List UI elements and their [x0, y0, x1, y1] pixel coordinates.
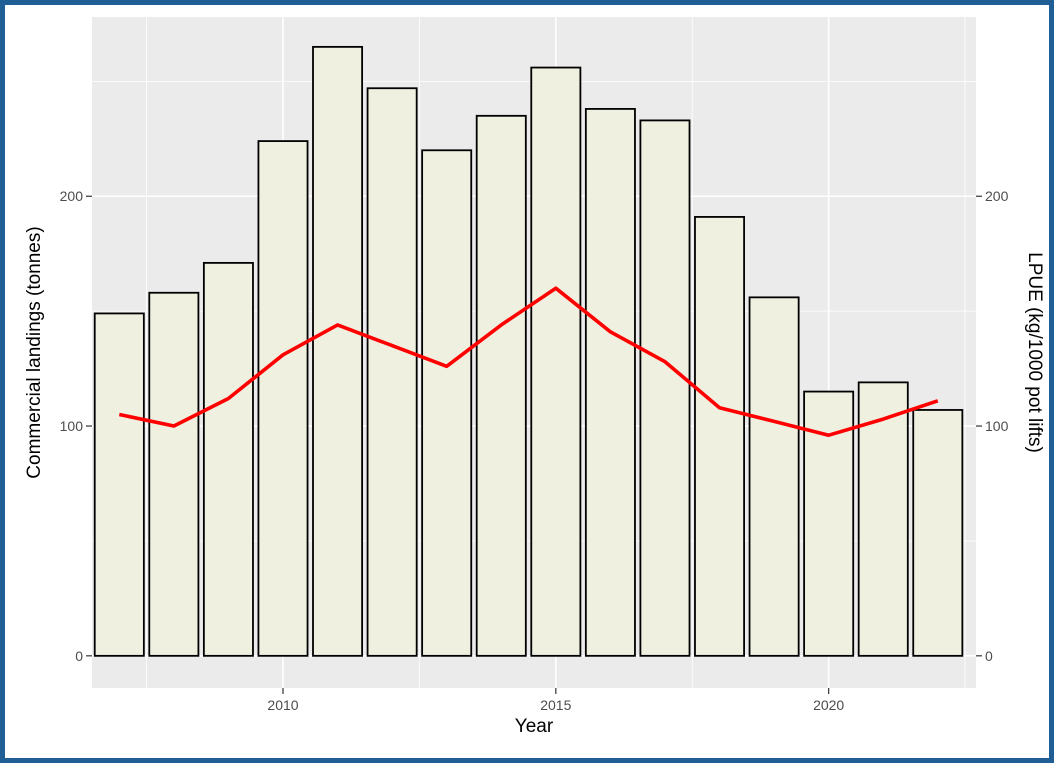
- bar: [530, 66, 582, 657]
- y-tick-label: 200: [60, 188, 84, 204]
- bar: [148, 291, 200, 657]
- left-axis: 0 100 200: [60, 188, 92, 664]
- x-tick-label: 2015: [540, 697, 571, 713]
- bar: [912, 409, 964, 657]
- bottom-axis: 2010 2015 2020: [267, 688, 844, 713]
- y-right-tick-label: 100: [985, 418, 1009, 434]
- bar: [202, 261, 254, 657]
- x-tick-label: 2020: [813, 697, 844, 713]
- x-axis-title: Year: [515, 716, 554, 737]
- y-axis-right-title: LPUE (kg/1000 pot lifts): [1024, 252, 1045, 453]
- bar: [312, 45, 364, 657]
- bar: [366, 87, 418, 657]
- bar: [421, 149, 473, 657]
- bar-series: [93, 45, 964, 657]
- y-axis-title: Commercial landings (tonnes): [24, 226, 45, 478]
- bar: [257, 140, 309, 657]
- y-right-tick-label: 0: [985, 648, 993, 664]
- right-axis: 0 100 200: [976, 188, 1009, 664]
- chart-svg: 0 100 200 0 100 200 2010 2015 2020 Year Commer…: [24, 17, 1045, 737]
- bar: [748, 296, 800, 657]
- bar: [584, 108, 636, 657]
- bar: [93, 312, 145, 657]
- y-tick-label: 100: [60, 418, 84, 434]
- x-tick-label: 2010: [267, 697, 298, 713]
- bar: [475, 114, 527, 657]
- bar: [694, 216, 745, 657]
- lpue-line: [118, 286, 939, 437]
- y-right-tick-label: 200: [985, 188, 1009, 204]
- bar: [639, 119, 691, 657]
- bar: [857, 381, 909, 657]
- y-tick-label: 0: [75, 648, 83, 664]
